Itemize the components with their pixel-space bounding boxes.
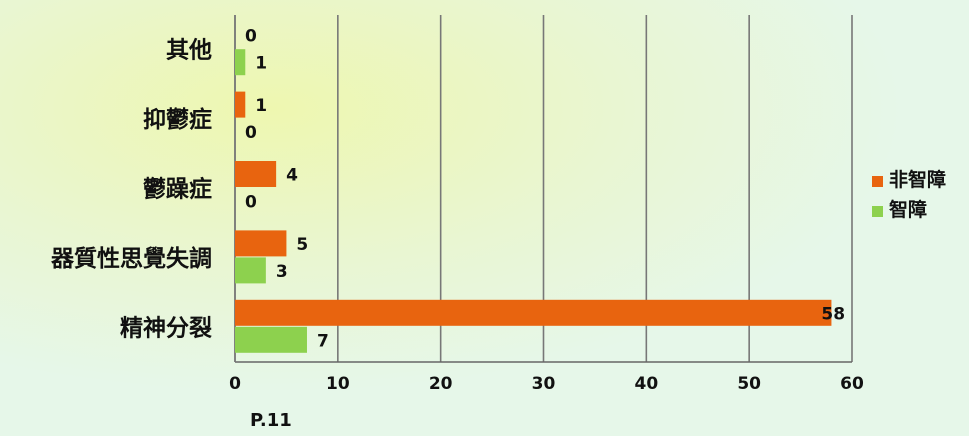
x-tick-label-0: 0 (229, 374, 241, 394)
legend-swatch-1 (872, 206, 883, 217)
data-label-1-3: 3 (276, 262, 288, 282)
bar-0-1 (235, 91, 246, 118)
x-tick-label-20: 20 (429, 374, 453, 394)
grid-lines (234, 15, 853, 363)
x-tick-label-30: 30 (532, 374, 556, 394)
x-tick-labels: 0 10 20 30 40 50 60 (229, 374, 864, 394)
legend-label-1: 智障 (889, 198, 927, 221)
data-label-0-0: 0 (245, 27, 257, 47)
category-label-3: 器質性思覺失調 (50, 245, 212, 272)
bar-1-4 (235, 326, 307, 353)
category-label-0: 其他 (166, 38, 212, 64)
data-label-1-4: 7 (317, 331, 329, 351)
data-label-0-1: 1 (255, 96, 267, 116)
data-label-1-1: 0 (245, 123, 257, 143)
category-label-4: 精神分裂 (120, 314, 212, 341)
legend-swatch-0 (872, 176, 883, 187)
bars (235, 49, 832, 353)
data-labels: 0 1 1 0 4 0 53 58 7 (245, 27, 845, 352)
data-label-0-3: 5 (296, 235, 308, 255)
data-label-1-0: 1 (255, 54, 267, 74)
data-label-0-2: 4 (286, 166, 298, 186)
x-tick-label-40: 40 (634, 374, 658, 394)
category-label-1: 抑鬱症 (143, 106, 212, 133)
page-number: P.11 (250, 410, 292, 431)
bar-1-3 (235, 257, 266, 284)
bar-0-2 (235, 161, 277, 187)
bar-1-0 (235, 49, 246, 76)
category-label-2: 鬱躁症 (143, 176, 212, 203)
x-tick-label-10: 10 (326, 374, 350, 394)
legend-label-0: 非智障 (889, 168, 946, 191)
bar-0-3 (235, 230, 287, 257)
data-label-0-4: 58 (821, 304, 845, 324)
data-label-1-2: 0 (245, 193, 257, 213)
x-tick-label-50: 50 (737, 374, 761, 394)
bar-0-4 (235, 299, 832, 326)
x-tick-label-60: 60 (840, 374, 864, 394)
